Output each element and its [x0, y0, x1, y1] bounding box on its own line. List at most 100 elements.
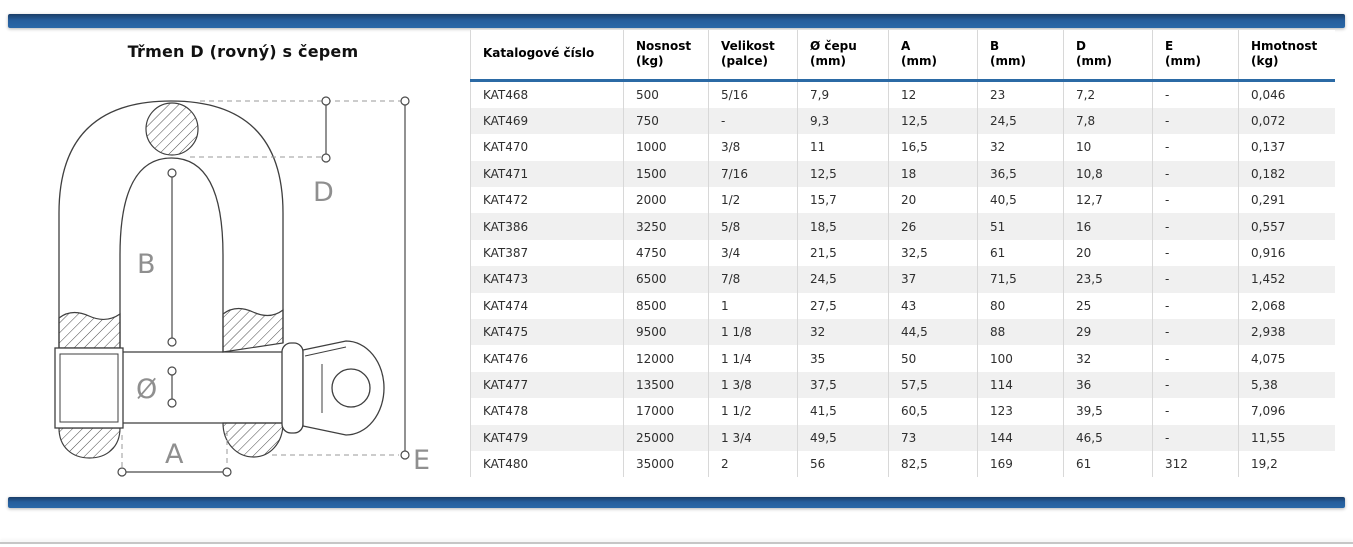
table-cell: 11,55 [1238, 424, 1335, 451]
dim-label-a: A [165, 439, 184, 470]
table-cell: - [1152, 160, 1239, 188]
table-row: KAT468 500 5/16 7,9 12 23 7,2-0,046 [470, 80, 1335, 108]
table-cell: 16 [1063, 213, 1153, 240]
table-cell: 1 1/4 [708, 345, 798, 372]
dim-label-diameter: Ø [136, 374, 157, 405]
table-row: KAT477 13500 1 3/8 37,5 57,5 114 36-5,38 [470, 371, 1335, 399]
table-cell: KAT473 [470, 266, 624, 293]
table-cell: 56 [797, 450, 889, 478]
table-cell: 36 [1063, 371, 1153, 399]
dim-label-d: D [313, 177, 334, 208]
table-cell: 23,5 [1063, 266, 1153, 293]
table-cell: - [1152, 424, 1239, 451]
table-cell: 39,5 [1063, 398, 1153, 425]
table-cell: 0,072 [1238, 107, 1335, 135]
table-cell: 18 [888, 160, 978, 188]
page-title: Třmen D (rovný) s čepem [127, 42, 359, 61]
col-header-d: D (mm) [1063, 30, 1153, 82]
table-cell: 7,2 [1063, 80, 1153, 108]
table-cell: 20 [1063, 239, 1153, 267]
table-cell: 7,8 [1063, 107, 1153, 135]
table-cell: 1,452 [1238, 266, 1335, 293]
table-row: KAT472 2000 1/2 15,7 20 40,5 12,7-0,291 [470, 187, 1335, 214]
table-cell: - [1152, 134, 1239, 161]
table-cell: 0,046 [1238, 80, 1335, 108]
table-row: KAT474 8500 1 27,5 43 80 25-2,068 [470, 292, 1335, 320]
table-cell: - [1152, 398, 1239, 425]
table-cell: 21,5 [797, 239, 889, 267]
table-cell: - [1152, 239, 1239, 267]
table-cell: 4750 [623, 239, 709, 267]
top-accent-bar [8, 14, 1345, 28]
table-cell: 49,5 [797, 424, 889, 451]
table-cell: 26 [888, 213, 978, 240]
table-cell: 1/2 [708, 187, 798, 214]
table-cell: 0,291 [1238, 187, 1335, 214]
table-cell: 24,5 [977, 107, 1064, 135]
spec-table: Katalogové číslo Nosnost (kg) Velikost (pa… [470, 30, 1335, 478]
table-cell: - [1152, 213, 1239, 240]
table-cell: 29 [1063, 319, 1153, 346]
table-cell: 6500 [623, 266, 709, 293]
table-cell: - [708, 107, 798, 135]
table-cell: - [1152, 319, 1239, 346]
table-cell: 25 [1063, 292, 1153, 320]
bow-section-circle [145, 102, 199, 156]
table-cell: 37 [888, 266, 978, 293]
table-cell: 0,916 [1238, 239, 1335, 267]
table-cell: 12,5 [888, 107, 978, 135]
dimension-lines [117, 96, 410, 477]
table-cell: KAT387 [470, 239, 624, 267]
table-cell: 1 1/2 [708, 398, 798, 425]
table-cell: 24,5 [797, 266, 889, 293]
table-cell: 71,5 [977, 266, 1064, 293]
table-cell: 12,5 [797, 160, 889, 188]
table-cell: 41,5 [797, 398, 889, 425]
table-cell: 60,5 [888, 398, 978, 425]
page-bottom-divider [0, 542, 1353, 544]
table-cell: 1500 [623, 160, 709, 188]
table-row: KAT473 6500 7/8 24,5 37 71,5 23,5-1,452 [470, 266, 1335, 293]
table-cell: 80 [977, 292, 1064, 320]
table-cell: 7/8 [708, 266, 798, 293]
table-cell: 57,5 [888, 371, 978, 399]
table-cell: 73 [888, 424, 978, 451]
table-cell: 17000 [623, 398, 709, 425]
table-row: KAT471 1500 7/16 12,5 18 36,5 10,8-0,182 [470, 160, 1335, 188]
table-row: KAT386 3250 5/8 18,5 26 51 16-0,557 [470, 213, 1335, 240]
table-cell: 35 [797, 345, 889, 372]
col-header-b: B (mm) [977, 30, 1064, 82]
pin-flange [281, 342, 304, 434]
table-row: KAT479 25000 1 3/4 49,5 73 144 46,5-11,55 [470, 424, 1335, 451]
table-cell: 0,557 [1238, 213, 1335, 240]
table-cell: KAT478 [470, 398, 624, 425]
table-cell: 1 3/8 [708, 371, 798, 399]
table-cell: 750 [623, 107, 709, 135]
table-cell: 82,5 [888, 450, 978, 478]
col-header-catalog-number: Katalogové číslo [470, 30, 624, 82]
table-cell: - [1152, 266, 1239, 293]
table-cell: 1 3/4 [708, 424, 798, 451]
table-cell: - [1152, 292, 1239, 320]
table-cell: 3/8 [708, 134, 798, 161]
spec-table-body: KAT468 500 5/16 7,9 12 23 7,2-0,046 KAT469 750-9… [470, 80, 1335, 478]
table-cell: KAT476 [470, 345, 624, 372]
table-cell: 12,7 [1063, 187, 1153, 214]
table-cell: 37,5 [797, 371, 889, 399]
table-cell: 1000 [623, 134, 709, 161]
table-cell: - [1152, 80, 1239, 108]
cross-section-hatching [58, 102, 284, 459]
shackle-pin [54, 340, 385, 436]
spec-table-header: Katalogové číslo Nosnost (kg) Velikost (pa… [470, 30, 1335, 82]
table-cell: 169 [977, 450, 1064, 478]
table-row: KAT475 9500 1 1/8 32 44,5 88 29-2,938 [470, 319, 1335, 346]
shackle-diagram: D B Ø A E [54, 96, 430, 477]
table-cell: 2 [708, 450, 798, 478]
col-header-e: E (mm) [1152, 30, 1239, 82]
table-cell: - [1152, 345, 1239, 372]
table-cell: 1 [708, 292, 798, 320]
table-cell: 44,5 [888, 319, 978, 346]
table-cell: 32 [1063, 345, 1153, 372]
table-cell: 11 [797, 134, 889, 161]
table-cell: 20 [888, 187, 978, 214]
